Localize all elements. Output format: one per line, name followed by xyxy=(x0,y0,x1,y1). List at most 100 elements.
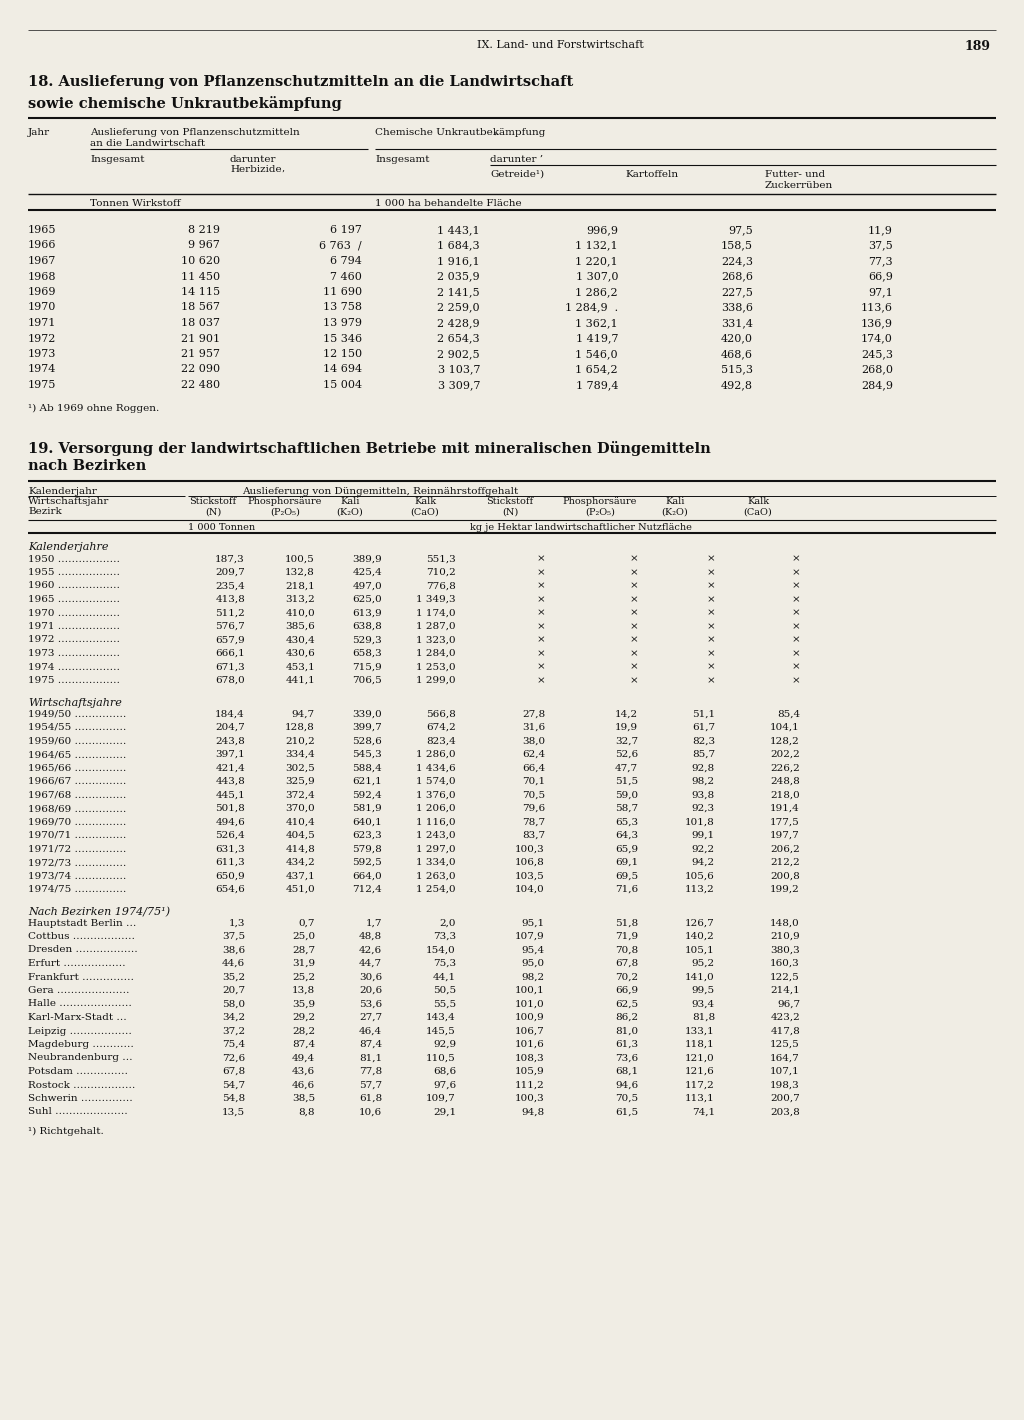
Text: 66,9: 66,9 xyxy=(614,985,638,995)
Text: 92,8: 92,8 xyxy=(692,764,715,772)
Text: Gera …………………: Gera ………………… xyxy=(28,985,129,995)
Text: 58,7: 58,7 xyxy=(614,804,638,814)
Text: 566,8: 566,8 xyxy=(426,710,456,719)
Text: 1 254,0: 1 254,0 xyxy=(417,885,456,895)
Text: 1 299,0: 1 299,0 xyxy=(417,676,456,684)
Text: ×: × xyxy=(537,622,545,630)
Text: 110,5: 110,5 xyxy=(426,1054,456,1062)
Text: 1967: 1967 xyxy=(28,256,56,266)
Text: 108,3: 108,3 xyxy=(515,1054,545,1062)
Text: 105,1: 105,1 xyxy=(685,946,715,954)
Text: 51,1: 51,1 xyxy=(692,710,715,719)
Text: 8,8: 8,8 xyxy=(299,1108,315,1116)
Text: 113,6: 113,6 xyxy=(861,302,893,312)
Text: 1 334,0: 1 334,0 xyxy=(417,858,456,868)
Text: ×: × xyxy=(707,663,715,672)
Text: 823,4: 823,4 xyxy=(426,737,456,746)
Text: 204,7: 204,7 xyxy=(215,723,245,731)
Text: ×: × xyxy=(792,663,800,672)
Text: Erfurt ………………: Erfurt ……………… xyxy=(28,959,126,968)
Text: 1975: 1975 xyxy=(28,381,56,390)
Text: 148,0: 148,0 xyxy=(770,919,800,927)
Text: Magdeburg …………: Magdeburg ………… xyxy=(28,1039,134,1049)
Text: 492,8: 492,8 xyxy=(721,381,753,390)
Text: ×: × xyxy=(792,649,800,657)
Text: 70,5: 70,5 xyxy=(614,1093,638,1103)
Text: 38,0: 38,0 xyxy=(522,737,545,746)
Text: 29,1: 29,1 xyxy=(433,1108,456,1116)
Text: Rostock ………………: Rostock ……………… xyxy=(28,1081,135,1089)
Text: 46,4: 46,4 xyxy=(358,1027,382,1035)
Text: 21 901: 21 901 xyxy=(181,334,220,344)
Text: 640,1: 640,1 xyxy=(352,818,382,826)
Text: Schwerin ……………: Schwerin …………… xyxy=(28,1093,133,1103)
Text: Neubrandenburg …: Neubrandenburg … xyxy=(28,1054,133,1062)
Text: 1954/55 ……………: 1954/55 …………… xyxy=(28,723,126,731)
Text: ×: × xyxy=(630,609,638,618)
Text: ×: × xyxy=(537,554,545,564)
Text: 268,0: 268,0 xyxy=(861,365,893,375)
Text: 44,6: 44,6 xyxy=(222,959,245,968)
Text: 160,3: 160,3 xyxy=(770,959,800,968)
Text: 38,6: 38,6 xyxy=(222,946,245,954)
Text: 1974 ………………: 1974 ……………… xyxy=(28,663,120,672)
Text: 1,7: 1,7 xyxy=(366,919,382,927)
Text: ×: × xyxy=(792,595,800,604)
Text: 712,4: 712,4 xyxy=(352,885,382,895)
Text: 100,3: 100,3 xyxy=(515,1093,545,1103)
Text: 1 323,0: 1 323,0 xyxy=(417,636,456,645)
Text: Futter- und: Futter- und xyxy=(765,170,825,179)
Text: ×: × xyxy=(630,622,638,630)
Text: 1 362,1: 1 362,1 xyxy=(575,318,618,328)
Text: 61,5: 61,5 xyxy=(614,1108,638,1116)
Text: 122,5: 122,5 xyxy=(770,973,800,981)
Text: 268,6: 268,6 xyxy=(721,271,753,281)
Text: 54,8: 54,8 xyxy=(222,1093,245,1103)
Text: 226,2: 226,2 xyxy=(770,764,800,772)
Text: 95,1: 95,1 xyxy=(522,919,545,927)
Text: 339,0: 339,0 xyxy=(352,710,382,719)
Text: 1 000 Tonnen: 1 000 Tonnen xyxy=(188,524,255,532)
Text: 141,0: 141,0 xyxy=(685,973,715,981)
Text: 434,2: 434,2 xyxy=(286,858,315,868)
Text: 497,0: 497,0 xyxy=(352,582,382,591)
Text: 210,9: 210,9 xyxy=(770,932,800,941)
Text: 1 253,0: 1 253,0 xyxy=(417,663,456,672)
Text: 72,6: 72,6 xyxy=(222,1054,245,1062)
Text: 13,8: 13,8 xyxy=(292,985,315,995)
Text: 2 259,0: 2 259,0 xyxy=(437,302,480,312)
Text: 1 434,6: 1 434,6 xyxy=(417,764,456,772)
Text: (CaO): (CaO) xyxy=(743,507,772,517)
Text: 200,7: 200,7 xyxy=(770,1093,800,1103)
Text: 9 967: 9 967 xyxy=(188,240,220,250)
Text: Dresden ………………: Dresden ……………… xyxy=(28,946,138,954)
Text: ×: × xyxy=(630,663,638,672)
Text: 93,4: 93,4 xyxy=(692,1000,715,1008)
Text: 22 480: 22 480 xyxy=(181,381,220,390)
Text: 83,7: 83,7 xyxy=(522,831,545,841)
Text: 1972: 1972 xyxy=(28,334,56,344)
Text: Zuckerrüben: Zuckerrüben xyxy=(765,180,834,190)
Text: 62,5: 62,5 xyxy=(614,1000,638,1008)
Text: 67,8: 67,8 xyxy=(614,959,638,968)
Text: 136,9: 136,9 xyxy=(861,318,893,328)
Text: 515,3: 515,3 xyxy=(721,365,753,375)
Text: 66,4: 66,4 xyxy=(522,764,545,772)
Text: 1 349,3: 1 349,3 xyxy=(417,595,456,604)
Text: 18 567: 18 567 xyxy=(181,302,220,312)
Text: 54,7: 54,7 xyxy=(222,1081,245,1089)
Text: 113,2: 113,2 xyxy=(685,885,715,895)
Text: 37,2: 37,2 xyxy=(222,1027,245,1035)
Text: Frankfurt ……………: Frankfurt …………… xyxy=(28,973,134,981)
Text: 81,0: 81,0 xyxy=(614,1027,638,1035)
Text: 95,0: 95,0 xyxy=(522,959,545,968)
Text: 85,4: 85,4 xyxy=(777,710,800,719)
Text: 47,7: 47,7 xyxy=(614,764,638,772)
Text: 61,7: 61,7 xyxy=(692,723,715,731)
Text: 650,9: 650,9 xyxy=(215,872,245,880)
Text: Kartoffeln: Kartoffeln xyxy=(625,170,678,179)
Text: Wirtschaftsjahre: Wirtschaftsjahre xyxy=(28,697,122,707)
Text: 77,8: 77,8 xyxy=(358,1066,382,1076)
Text: 1965 ………………: 1965 ……………… xyxy=(28,595,120,604)
Text: 30,6: 30,6 xyxy=(358,973,382,981)
